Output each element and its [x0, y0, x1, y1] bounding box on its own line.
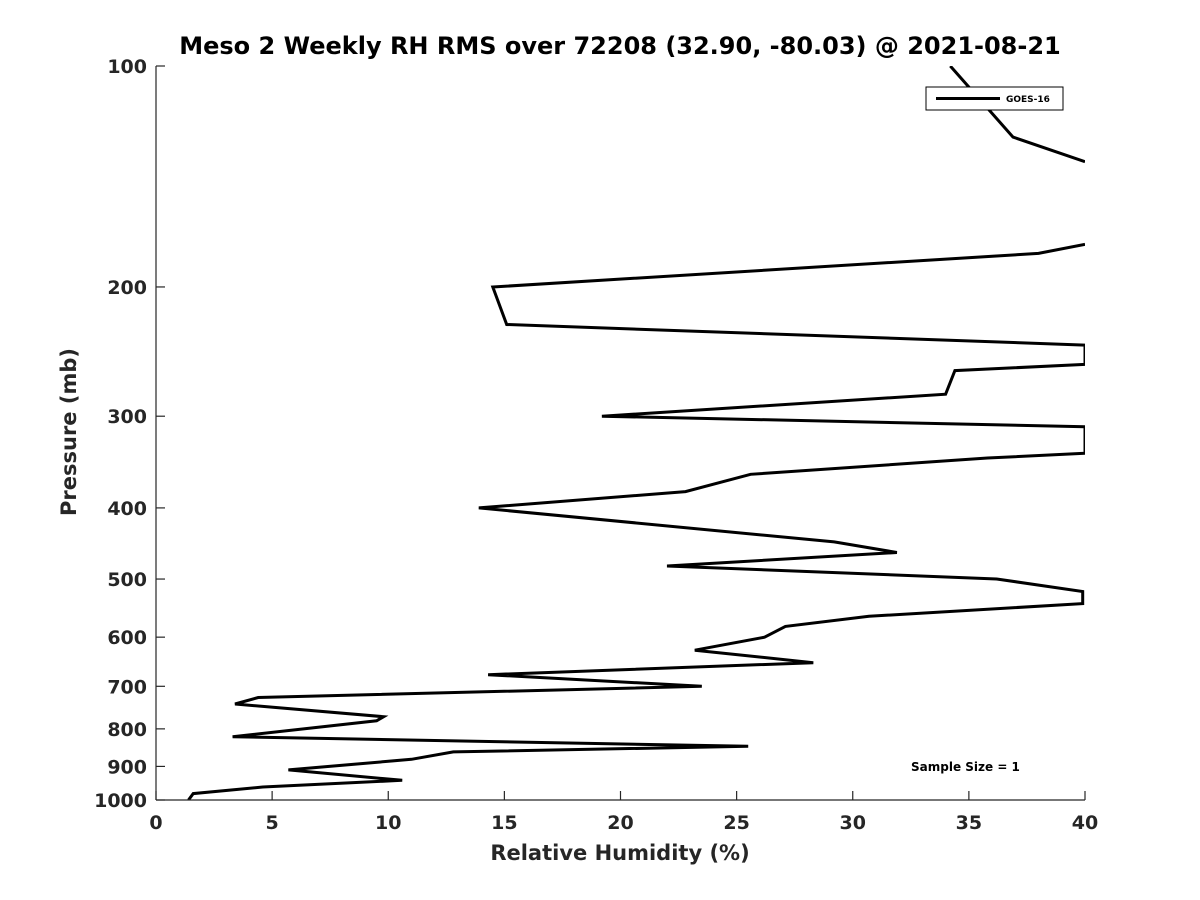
- y-tick-label: 700: [107, 676, 147, 698]
- x-axis-ticks: 0 5 10 15 20 25 30 35 40: [149, 791, 1098, 834]
- x-tick-label: 10: [375, 812, 401, 834]
- x-tick-label: 30: [840, 812, 866, 834]
- y-axis-label: Pressure (mb): [57, 348, 81, 516]
- y-tick-label: 800: [107, 719, 147, 741]
- plot-area: 0 5 10 15 20 25 30 35 40 100 200 300 400 500 600 700 80…: [94, 56, 1098, 834]
- series-line-goes-16-segment-2: [187, 242, 1085, 800]
- x-tick-label: 25: [723, 812, 749, 834]
- y-tick-label: 200: [107, 277, 147, 299]
- y-axis-ticks: 100 200 300 400 500 600 700 800 900 1000: [94, 56, 165, 812]
- x-axis-label: Relative Humidity (%): [490, 841, 749, 865]
- y-tick-label: 400: [107, 498, 147, 520]
- x-tick-label: 35: [956, 812, 982, 834]
- y-tick-label: 500: [107, 569, 147, 591]
- sample-size-annotation: Sample Size = 1: [911, 760, 1020, 774]
- y-tick-label: 600: [107, 627, 147, 649]
- x-tick-label: 5: [266, 812, 279, 834]
- legend: GOES-16: [925, 86, 1064, 111]
- y-tick-label: 1000: [94, 790, 147, 812]
- x-tick-label: 20: [607, 812, 633, 834]
- legend-entry-goes-16: GOES-16: [1006, 95, 1050, 105]
- y-tick-label: 300: [107, 406, 147, 428]
- y-tick-label: 100: [107, 56, 147, 78]
- x-tick-label: 0: [149, 812, 162, 834]
- y-tick-label: 900: [107, 756, 147, 778]
- x-tick-label: 15: [491, 812, 517, 834]
- chart-title: Meso 2 Weekly RH RMS over 72208 (32.90, …: [179, 32, 1061, 60]
- x-tick-label: 40: [1072, 812, 1098, 834]
